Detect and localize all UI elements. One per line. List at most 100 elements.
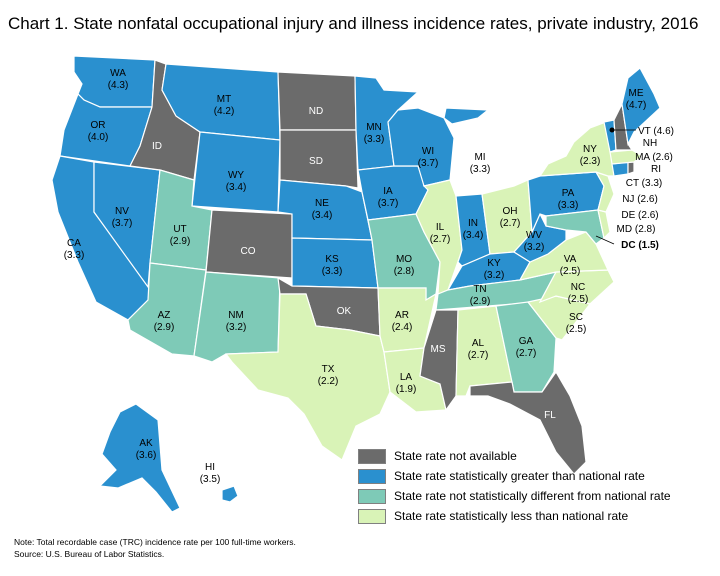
state-abbr-mn: MN bbox=[366, 122, 382, 133]
state-MI bbox=[443, 107, 490, 125]
legend-item-greater: State rate statistically greater than na… bbox=[358, 467, 671, 485]
state-rate-ma: (2.6) bbox=[650, 152, 673, 163]
state-rate-ny: (2.3) bbox=[580, 156, 601, 167]
state-abbr-az: AZ bbox=[158, 310, 171, 321]
state-label-ct: CT (3.3) bbox=[626, 178, 663, 189]
state-label-sd: SD bbox=[309, 156, 323, 167]
state-rate-de: (2.6) bbox=[635, 210, 658, 221]
state-label-wv: WV (3.2) bbox=[524, 230, 545, 253]
state-abbr-nh: NH bbox=[643, 138, 657, 149]
state-rate-ak: (3.6) bbox=[136, 450, 157, 461]
state-rate-nm: (3.2) bbox=[226, 322, 247, 333]
state-rate-wy: (3.4) bbox=[226, 182, 247, 193]
state-abbr-wi: WI bbox=[422, 146, 434, 157]
state-label-ri: RI bbox=[651, 164, 661, 175]
state-abbr-ak: AK bbox=[139, 438, 153, 449]
state-abbr-co: CO bbox=[241, 246, 256, 257]
state-abbr-ca: CA bbox=[67, 238, 81, 249]
state-rate-la: (1.9) bbox=[396, 384, 417, 395]
state-abbr-in: IN bbox=[468, 218, 478, 229]
state-NH bbox=[613, 102, 634, 151]
chart-title: Chart 1. State nonfatal occupational inj… bbox=[8, 14, 699, 33]
state-label-ms: MS bbox=[431, 344, 446, 355]
state-label-or: OR (4.0) bbox=[88, 120, 109, 143]
state-abbr-mi: MI bbox=[474, 152, 485, 163]
state-AK bbox=[98, 403, 181, 513]
state-abbr-de: DE bbox=[621, 210, 635, 221]
state-abbr-sd: SD bbox=[309, 156, 323, 167]
state-abbr-tx: TX bbox=[322, 364, 335, 375]
state-label-mo: MO (2.8) bbox=[394, 254, 415, 277]
state-abbr-nj: NJ bbox=[622, 194, 634, 205]
state-rate-nj: (2.6) bbox=[634, 194, 657, 205]
state-label-nm: NM (3.2) bbox=[226, 310, 247, 333]
state-rate-ca: (3.3) bbox=[64, 250, 85, 261]
state-abbr-hi: HI bbox=[205, 462, 215, 473]
state-label-nv: NV (3.7) bbox=[112, 206, 133, 229]
state-rate-mi: (3.3) bbox=[470, 164, 491, 175]
state-label-ky: KY (3.2) bbox=[484, 258, 505, 281]
state-HI bbox=[221, 485, 239, 503]
state-label-oh: OH (2.7) bbox=[500, 206, 521, 229]
state-abbr-vt: VT bbox=[638, 126, 651, 137]
state-label-hi: HI (3.5) bbox=[200, 462, 221, 485]
state-abbr-ut: UT bbox=[173, 224, 186, 235]
state-label-nc: NC (2.5) bbox=[568, 282, 589, 305]
legend-label-na: State rate not available bbox=[394, 449, 517, 463]
legend-item-na: State rate not available bbox=[358, 447, 671, 465]
state-rate-vt: (4.6) bbox=[651, 126, 674, 137]
dc-leader-line bbox=[595, 235, 615, 245]
state-rate-mo: (2.8) bbox=[394, 266, 415, 277]
state-rate-hi: (3.5) bbox=[200, 474, 221, 485]
state-label-ca: CA (3.3) bbox=[64, 238, 85, 261]
state-abbr-id: ID bbox=[152, 141, 162, 152]
state-abbr-ny: NY bbox=[583, 144, 597, 155]
state-label-co: CO bbox=[241, 246, 256, 257]
state-label-wy: WY (3.4) bbox=[226, 170, 247, 193]
state-label-ks: KS (3.3) bbox=[322, 254, 343, 277]
state-label-nj: NJ (2.6) bbox=[622, 194, 658, 205]
state-abbr-ne: NE bbox=[315, 198, 329, 209]
state-label-mn: MN (3.3) bbox=[364, 122, 385, 145]
legend-swatch-nodiff bbox=[358, 488, 386, 504]
state-label-ut: UT (2.9) bbox=[170, 224, 191, 247]
state-rate-nc: (2.5) bbox=[568, 294, 589, 305]
state-label-in: IN (3.4) bbox=[463, 218, 484, 241]
state-abbr-md: MD bbox=[617, 224, 633, 235]
legend-label-greater: State rate statistically greater than na… bbox=[394, 469, 645, 483]
state-label-ga: GA (2.7) bbox=[516, 336, 537, 359]
state-label-pa: PA (3.3) bbox=[558, 188, 579, 211]
state-abbr-nd: ND bbox=[309, 106, 323, 117]
state-label-wa: WA (4.3) bbox=[108, 68, 129, 91]
state-abbr-nv: NV bbox=[115, 206, 129, 217]
state-rate-mn: (3.3) bbox=[364, 134, 385, 145]
legend-swatch-na bbox=[358, 448, 386, 464]
legend-item-less: State rate statistically less than natio… bbox=[358, 507, 671, 525]
state-abbr-ar: AR bbox=[395, 310, 409, 321]
state-rate-dc: (1.5) bbox=[636, 240, 659, 251]
state-label-ar: AR (2.4) bbox=[392, 310, 413, 333]
map-legend: State rate not available State rate stat… bbox=[358, 447, 671, 527]
state-abbr-ct: CT bbox=[626, 178, 639, 189]
state-label-ak: AK (3.6) bbox=[136, 438, 157, 461]
state-label-az: AZ (2.9) bbox=[154, 310, 175, 333]
state-label-ma: MA (2.6) bbox=[635, 152, 673, 163]
state-rate-md: (2.8) bbox=[632, 224, 655, 235]
state-rate-wv: (3.2) bbox=[524, 242, 545, 253]
state-rate-ga: (2.7) bbox=[516, 348, 537, 359]
state-abbr-oh: OH bbox=[503, 206, 518, 217]
state-label-fl: FL bbox=[544, 410, 556, 421]
legend-swatch-greater bbox=[358, 468, 386, 484]
state-rate-mt: (4.2) bbox=[214, 106, 235, 117]
state-abbr-nm: NM bbox=[228, 310, 244, 321]
state-label-id: ID bbox=[152, 141, 162, 152]
state-rate-ut: (2.9) bbox=[170, 236, 191, 247]
state-CO bbox=[205, 209, 293, 279]
state-abbr-wy: WY bbox=[228, 170, 244, 181]
legend-swatch-less bbox=[358, 508, 386, 524]
state-RI bbox=[627, 161, 635, 175]
state-label-ne: NE (3.4) bbox=[312, 198, 333, 221]
state-label-nd: ND bbox=[309, 106, 323, 117]
state-abbr-sc: SC bbox=[569, 312, 583, 323]
state-rate-ar: (2.4) bbox=[392, 322, 413, 333]
